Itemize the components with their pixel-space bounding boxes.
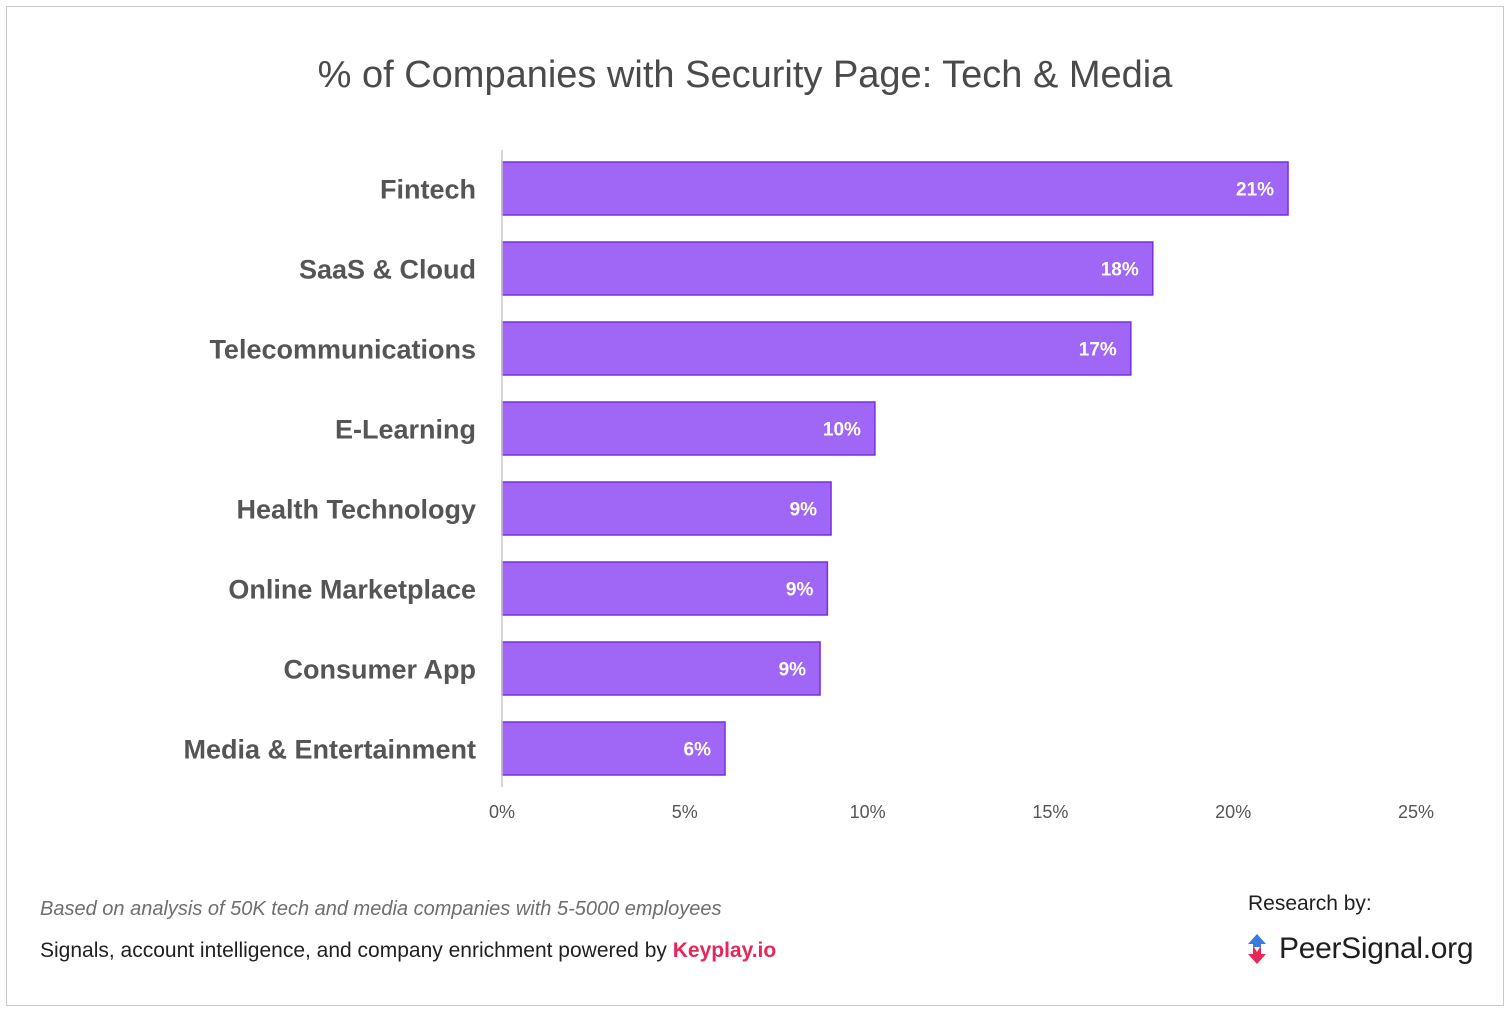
category-label-6: Online Marketplace	[228, 575, 476, 605]
bar-6	[501, 561, 829, 616]
credit-prefix: Signals, account intelligence, and compa…	[40, 939, 673, 962]
logo-text: PeerSignal.org	[1279, 932, 1474, 965]
bar-3	[501, 321, 1132, 376]
bar-5	[501, 481, 832, 536]
category-label-7: Consumer App	[283, 655, 476, 685]
bar-8	[501, 721, 726, 776]
research-label: Research by:	[1248, 892, 1372, 915]
footnote-text: Based on analysis of 50K tech and media …	[40, 898, 722, 920]
bar-4	[501, 401, 876, 456]
data-label-3: 17%	[1079, 340, 1117, 361]
bar-7	[501, 641, 821, 696]
data-label-2: 18%	[1101, 260, 1139, 281]
category-label-4: E-Learning	[335, 415, 476, 445]
peersignal-logo-icon	[1248, 934, 1266, 964]
data-label-6: 9%	[786, 580, 814, 601]
credit-line: Signals, account intelligence, and compa…	[40, 939, 776, 963]
data-label-4: 10%	[823, 420, 861, 441]
data-label-5: 9%	[790, 500, 818, 521]
category-label-2: SaaS & Cloud	[299, 255, 476, 285]
x-tick-label-0: 0%	[489, 802, 515, 822]
category-label-8: Media & Entertainment	[183, 735, 476, 765]
bar-1	[501, 161, 1289, 216]
data-label-8: 6%	[684, 740, 712, 761]
category-label-3: Telecommunications	[209, 335, 476, 365]
x-tick-label-20: 20%	[1215, 802, 1251, 822]
peersignal-logo[interactable]: PeerSignal.org	[1243, 932, 1474, 966]
bar-2	[501, 241, 1154, 296]
keyplay-link[interactable]: Keyplay.io	[672, 939, 777, 962]
data-label-1: 21%	[1236, 180, 1274, 201]
x-tick-label-5: 5%	[672, 802, 698, 822]
chart-title: % of Companies with Security Page: Tech …	[317, 54, 1173, 96]
category-label-1: Fintech	[380, 175, 476, 205]
x-tick-label-10: 10%	[850, 802, 886, 822]
category-label-5: Health Technology	[236, 495, 476, 525]
x-tick-label-15: 15%	[1032, 802, 1068, 822]
data-label-7: 9%	[779, 660, 807, 681]
x-tick-label-25: 25%	[1398, 802, 1434, 822]
